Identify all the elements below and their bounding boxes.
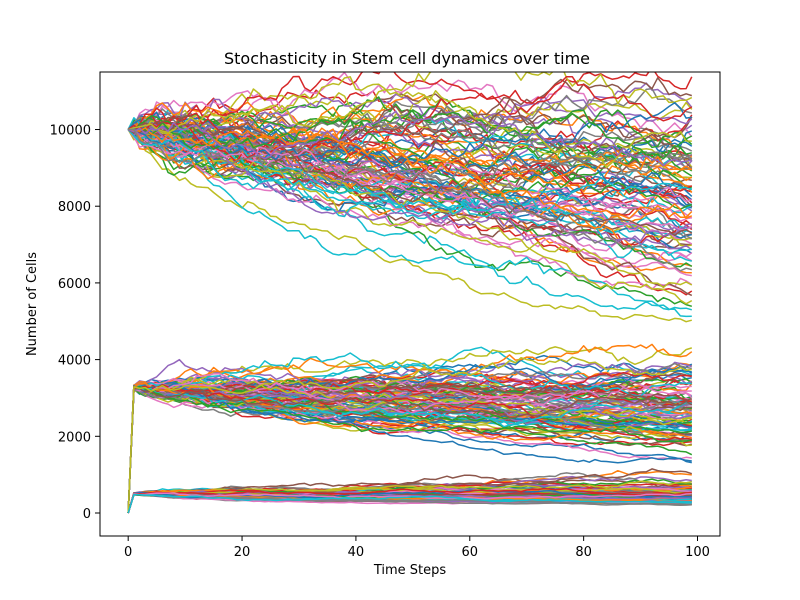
y-axis: 0 2000 4000 6000 8000 10000 (50, 124, 100, 522)
series-line (128, 126, 693, 311)
series-line (128, 127, 693, 229)
series-line (127, 115, 693, 210)
series-line (127, 129, 693, 215)
y-tick-label: 8000 (58, 200, 91, 215)
x-tick-label: 40 (348, 545, 365, 560)
series-line (127, 108, 693, 160)
series-line (128, 128, 692, 323)
series-line (127, 356, 692, 514)
series-line (127, 76, 692, 169)
x-tick-label: 80 (575, 545, 592, 560)
series-line (127, 128, 693, 214)
x-tick-label: 60 (462, 545, 479, 560)
series-line (128, 127, 693, 220)
series-line (127, 115, 693, 237)
series-line (127, 389, 692, 514)
y-tick-label: 6000 (58, 277, 91, 292)
series-line (127, 384, 692, 514)
y-tick-label: 4000 (58, 354, 91, 369)
series-line (127, 127, 692, 229)
series-line (128, 72, 693, 131)
x-tick-label: 20 (234, 545, 251, 560)
y-tick-label: 0 (83, 507, 91, 522)
series-line (127, 493, 692, 514)
series-line (127, 480, 692, 514)
series-line (127, 118, 692, 233)
series-line (127, 468, 693, 514)
y-tick-label: 2000 (58, 430, 91, 445)
series-line (127, 362, 693, 514)
series-line (127, 343, 693, 514)
plot-frame (99, 71, 721, 537)
series-line (127, 77, 693, 162)
series-line (127, 362, 692, 514)
chart-title: Stochasticity in Stem cell dynamics over… (224, 49, 590, 68)
series-line (127, 129, 693, 231)
series-line (127, 389, 692, 514)
series-line (127, 119, 692, 277)
series-line (127, 101, 692, 169)
series-line (127, 75, 693, 163)
series-line (127, 388, 693, 514)
series-line (128, 128, 693, 191)
x-tick-label: 100 (685, 545, 710, 560)
y-tick-label: 10000 (50, 124, 91, 139)
series-line (128, 128, 693, 268)
x-axis: 0 20 40 60 80 100 (124, 536, 710, 560)
x-axis-label: Time Steps (373, 563, 447, 578)
series-line (127, 387, 692, 514)
x-tick-label: 0 (124, 545, 132, 560)
series-line (127, 352, 692, 514)
y-axis-label: Number of Cells (25, 252, 40, 356)
series-line (128, 128, 692, 272)
series-layer (127, 72, 693, 514)
series-line (127, 110, 692, 167)
series-line (127, 493, 692, 514)
series-line (127, 387, 693, 514)
series-line (127, 72, 693, 141)
series-line (127, 389, 692, 514)
series-line (128, 112, 693, 197)
series-line (127, 112, 693, 176)
series-line (127, 385, 692, 514)
